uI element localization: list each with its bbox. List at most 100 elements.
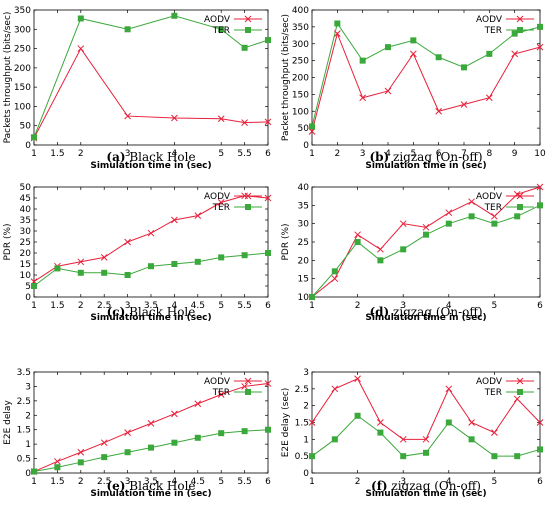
data-point-ter <box>400 246 407 253</box>
legend-label-aodv: AODV <box>476 377 503 387</box>
data-point-aodv <box>77 448 85 456</box>
x-tick-label: 3 <box>400 477 406 487</box>
data-point-aodv <box>377 245 384 253</box>
x-tick-label: 4 <box>385 149 391 159</box>
x-tick-label: 3.5 <box>144 301 158 311</box>
data-point-ter <box>31 134 37 141</box>
caption-label: (e) <box>106 479 125 493</box>
data-point-ter <box>171 12 178 19</box>
series-aodv <box>308 183 544 301</box>
y-tick-label: 350 <box>292 23 309 33</box>
data-point-aodv <box>536 183 544 191</box>
data-point-aodv <box>460 101 468 108</box>
series-aodv <box>30 45 272 142</box>
x-tick-label: 2 <box>334 149 340 159</box>
y-tick-label: 40 <box>20 205 32 215</box>
data-point-ter <box>54 464 61 471</box>
x-tick-label: 9 <box>512 149 518 159</box>
y-tick-label: 0 <box>25 141 31 151</box>
data-point-aodv <box>100 439 108 447</box>
data-point-ter <box>218 26 225 33</box>
data-point-aodv <box>194 212 202 219</box>
data-point-aodv <box>217 199 225 206</box>
y-tick-label: 30 <box>20 227 32 237</box>
chart-panel-b: 1 2 3 4 5 6 7 8 9 10050100150200250300350400Simul… <box>281 6 546 171</box>
data-point-aodv <box>124 429 131 436</box>
legend-label-ter: TER <box>484 388 502 398</box>
data-point-ter <box>265 250 271 256</box>
data-point-aodv <box>485 94 493 102</box>
data-point-ter <box>124 449 131 456</box>
x-tick-label: 5 <box>492 301 498 311</box>
data-point-aodv <box>264 118 272 126</box>
data-point-ter <box>491 453 498 460</box>
chart-panel-f: 1 2 3 4 5 6 0 0.5 1 1.5 2 2.5 3 Simulation time in (s… <box>281 368 544 499</box>
legend-marker-ter <box>245 204 251 210</box>
data-point-aodv <box>422 435 430 443</box>
data-point-aodv <box>511 50 519 58</box>
chart-panel-e: 1 1.5 2 2.5 3 3.5 4 4.5 5 5.5 6 0 0.5 1 1.5 2 2.5 3 3.5 Sim… <box>3 368 272 499</box>
data-point-ter <box>77 269 84 276</box>
caption-label: (b) <box>369 150 389 164</box>
data-point-aodv <box>264 380 272 387</box>
data-point-aodv <box>241 119 248 126</box>
y-axis-label: PDR (%) <box>281 223 291 260</box>
data-point-aodv <box>241 383 248 390</box>
data-point-ter <box>445 220 452 227</box>
legend-marker-ter <box>517 27 523 33</box>
x-tick-label: 4 <box>172 477 178 487</box>
x-tick-label: 2.5 <box>97 477 111 487</box>
data-point-ter <box>435 54 442 61</box>
chart-panel-d: 1 2 3 4 5 6 10 15 20 25 30 35 40 Simulation time in (… <box>281 183 544 323</box>
legend-label-aodv: AODV <box>476 192 503 202</box>
x-tick-label: 1 <box>309 301 315 311</box>
y-tick-label: 250 <box>14 45 31 55</box>
x-tick-label: 1.5 <box>50 301 64 311</box>
x-axis-label: Simulation time in (sec) <box>90 313 211 323</box>
x-tick-label: 6 <box>265 477 271 487</box>
data-point-ter <box>218 430 225 437</box>
series-line-ter <box>33 15 269 138</box>
y-tick-label: 35 <box>20 216 31 226</box>
data-point-ter <box>171 261 178 267</box>
caption: (e) Black Hole <box>106 479 195 493</box>
data-point-aodv <box>445 385 453 393</box>
y-axis-label: Packet throughput (bits/sec) <box>281 14 291 141</box>
legend-label-aodv: AODV <box>204 377 231 387</box>
data-point-ter <box>148 263 154 270</box>
x-tick-label: 3 <box>125 477 131 487</box>
y-tick-label: 3 <box>303 368 309 378</box>
plot-frame <box>311 186 541 298</box>
x-axis-label: Simulation time in (sec) <box>365 489 486 499</box>
data-point-ter <box>445 419 452 426</box>
data-point-aodv <box>445 209 453 217</box>
series-line-ter <box>311 22 541 127</box>
y-tick-label: 50 <box>298 124 310 134</box>
x-tick-label: 6 <box>265 301 271 311</box>
data-point-aodv <box>536 43 544 51</box>
y-tick-label: 1 <box>25 440 31 450</box>
y-tick-label: 15 <box>298 275 309 285</box>
legend-label-ter: TER <box>212 26 230 36</box>
data-point-ter <box>514 213 521 220</box>
data-point-ter <box>309 294 315 300</box>
y-tick-label: 2.5 <box>295 385 309 395</box>
data-point-ter <box>359 57 366 64</box>
x-tick-label: 3 <box>125 149 131 159</box>
data-point-ter <box>194 434 201 441</box>
caption: (d) zigzag (On-off) <box>369 305 482 319</box>
y-tick-label: 10 <box>20 271 32 281</box>
data-point-aodv <box>171 410 178 418</box>
y-tick-label: 300 <box>14 25 31 35</box>
data-point-ter <box>377 257 384 264</box>
series-line-aodv <box>311 186 541 298</box>
data-point-aodv <box>354 231 361 239</box>
data-point-aodv <box>384 87 392 95</box>
y-tick-label: 100 <box>292 107 309 117</box>
legend-marker-ter <box>517 204 523 210</box>
plot-frame <box>33 371 269 474</box>
caption: (b) zigzag (On-off) <box>369 150 482 164</box>
x-tick-label: 4 <box>172 149 178 159</box>
